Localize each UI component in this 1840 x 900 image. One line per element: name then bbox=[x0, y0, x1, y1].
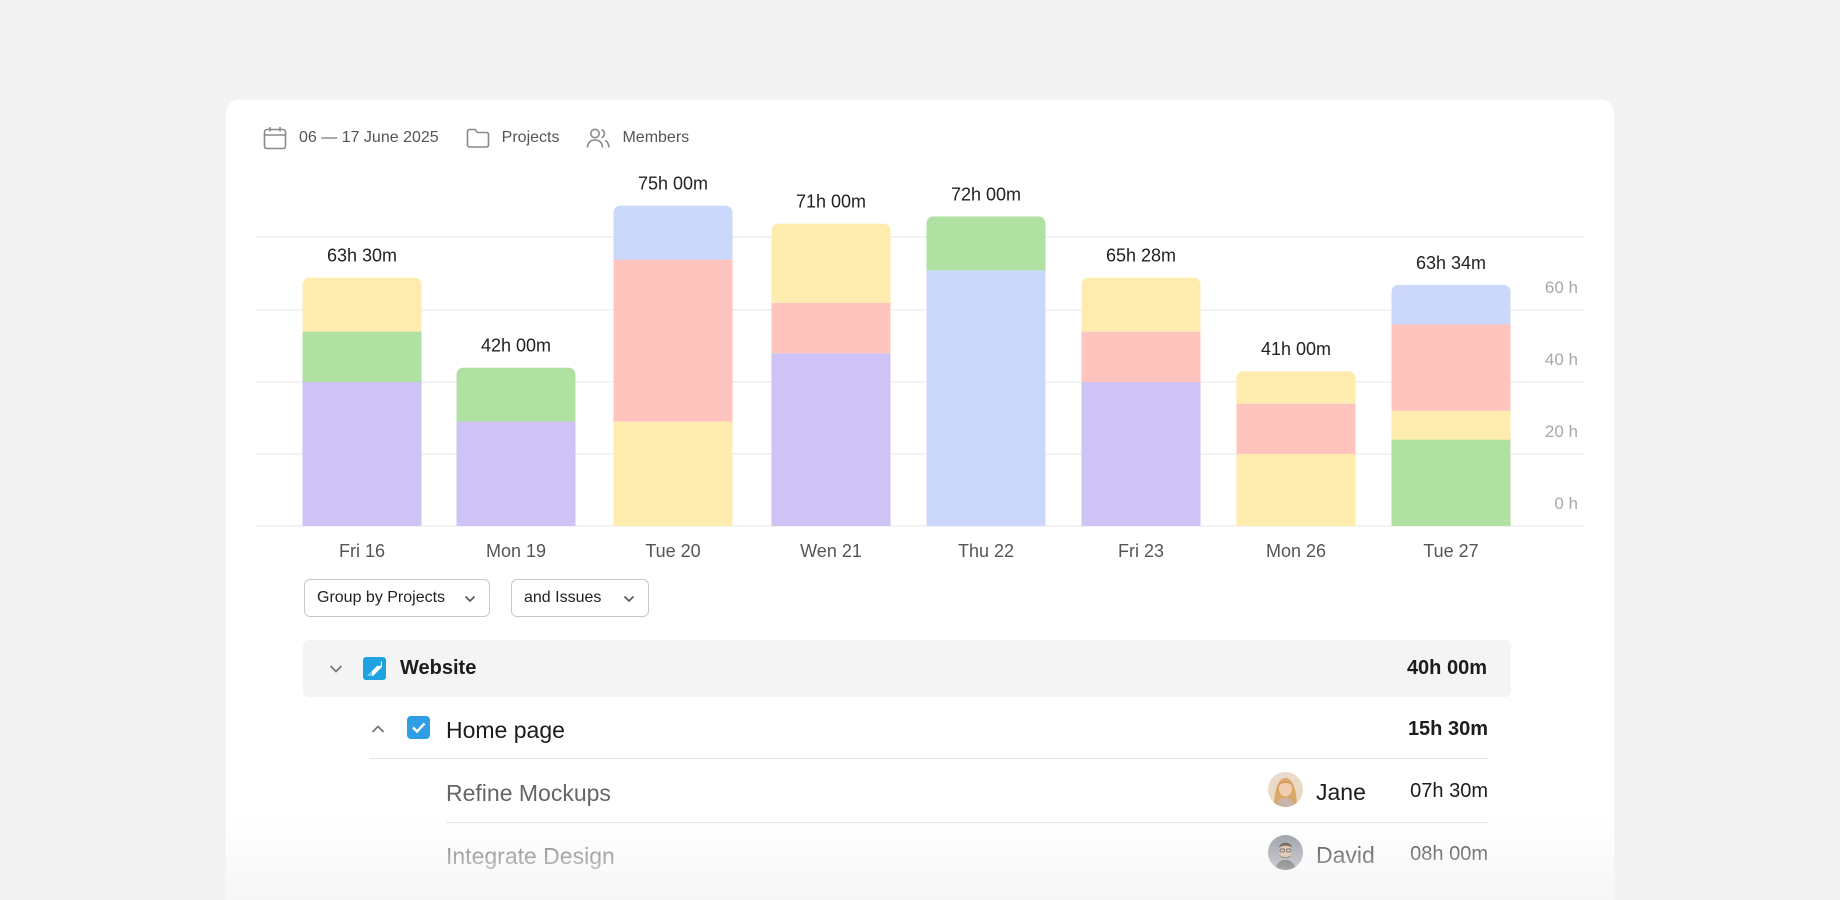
issue-title: Home page bbox=[446, 717, 565, 743]
bar-segment[interactable] bbox=[1081, 277, 1201, 332]
y-tick-label: 60 h bbox=[1545, 278, 1578, 297]
bar-segment[interactable] bbox=[1236, 371, 1356, 404]
bar-segment[interactable] bbox=[771, 223, 891, 303]
y-tick-label: 0 h bbox=[1554, 494, 1578, 513]
y-tick-label: 20 h bbox=[1545, 422, 1578, 441]
bar-total-label: 75h 00m bbox=[638, 174, 708, 194]
group-by-dropdown[interactable]: Group by Projects bbox=[304, 579, 490, 617]
bar-segment[interactable] bbox=[1391, 284, 1511, 325]
task-assignee: David bbox=[1316, 842, 1375, 868]
projects-filter-label: Projects bbox=[501, 129, 560, 146]
x-tick-label: Mon 19 bbox=[486, 541, 546, 561]
project-logo-icon bbox=[363, 657, 386, 680]
issue-total-time: 15h 30m bbox=[1407, 718, 1488, 740]
y-tick-label: 40 h bbox=[1545, 350, 1578, 369]
chevron-down-icon bbox=[623, 595, 635, 603]
bar-segment[interactable] bbox=[1391, 439, 1511, 526]
task-row[interactable]: Refine Mockups Jane 07h 30m bbox=[446, 760, 1488, 823]
project-name: Website bbox=[400, 657, 477, 679]
bar-segment[interactable] bbox=[613, 259, 733, 422]
group-by-label: Group by Projects bbox=[317, 589, 446, 606]
bar-mon-26[interactable] bbox=[1236, 371, 1356, 526]
check-icon bbox=[412, 722, 426, 734]
bar-fri-23[interactable] bbox=[1081, 277, 1201, 526]
x-tick-label: Fri 23 bbox=[1118, 541, 1164, 561]
secondary-group-label: and Issues bbox=[524, 589, 602, 606]
bar-tue-20[interactable] bbox=[613, 205, 733, 526]
chevron-down-icon[interactable] bbox=[328, 662, 344, 676]
date-range-label: 06 — 17 June 2025 bbox=[299, 129, 439, 146]
bar-segment[interactable] bbox=[302, 382, 422, 526]
project-total-time: 40h 00m bbox=[1406, 657, 1487, 679]
bar-segment[interactable] bbox=[926, 216, 1046, 271]
issue-row[interactable]: Home page 15h 30m bbox=[370, 700, 1488, 759]
bar-tue-27[interactable] bbox=[1391, 284, 1511, 526]
avatar bbox=[1268, 772, 1303, 807]
x-tick-label: Mon 26 bbox=[1266, 541, 1326, 561]
project-row[interactable]: Website 40h 00m bbox=[303, 640, 1511, 697]
members-icon bbox=[587, 128, 611, 148]
bar-segment[interactable] bbox=[1236, 454, 1356, 526]
bar-total-label: 72h 00m bbox=[951, 184, 1021, 204]
bar-segment[interactable] bbox=[302, 277, 422, 332]
bar-wen-21[interactable] bbox=[771, 223, 891, 526]
chevron-down-icon bbox=[464, 595, 476, 603]
filter-bar: 06 — 17 June 2025 Projects Members bbox=[262, 124, 715, 152]
chevron-up-icon[interactable] bbox=[370, 722, 386, 736]
task-row[interactable]: Integrate Design David 08h 00m bbox=[446, 823, 1488, 886]
bar-segment[interactable] bbox=[1391, 324, 1511, 411]
bar-segment[interactable] bbox=[1391, 410, 1511, 440]
bar-segment[interactable] bbox=[613, 205, 733, 260]
task-assignee: Jane bbox=[1316, 779, 1366, 805]
hours-bar-chart: 63h 30m Fri 16 42h 00m Mon 19 75h 00m Tue 20 7… bbox=[256, 174, 1584, 561]
x-tick-label: Fri 16 bbox=[339, 541, 385, 561]
bar-segment[interactable] bbox=[771, 353, 891, 526]
bar-segment[interactable] bbox=[926, 270, 1046, 526]
members-filter-label: Members bbox=[622, 129, 690, 146]
bar-segment[interactable] bbox=[613, 421, 733, 526]
bar-segment[interactable] bbox=[456, 421, 576, 526]
bar-segment[interactable] bbox=[302, 331, 422, 382]
secondary-group-dropdown[interactable]: and Issues bbox=[511, 579, 649, 617]
issue-checkbox[interactable] bbox=[407, 716, 430, 739]
bar-segment[interactable] bbox=[456, 367, 576, 422]
x-tick-label: Tue 20 bbox=[645, 541, 700, 561]
folder-icon bbox=[466, 128, 489, 148]
bar-fri-16[interactable] bbox=[302, 277, 422, 526]
bar-total-label: 71h 00m bbox=[796, 192, 866, 212]
members-filter[interactable]: Members bbox=[585, 125, 689, 151]
x-tick-label: Thu 22 bbox=[958, 541, 1014, 561]
projects-filter[interactable]: Projects bbox=[465, 125, 560, 151]
task-time: 08h 00m bbox=[1410, 843, 1488, 865]
task-title: Integrate Design bbox=[446, 843, 615, 869]
bar-segment[interactable] bbox=[1236, 403, 1356, 454]
task-time: 07h 30m bbox=[1410, 780, 1488, 802]
task-title: Refine Mockups bbox=[446, 780, 611, 806]
x-tick-label: Tue 27 bbox=[1423, 541, 1478, 561]
bar-total-label: 41h 00m bbox=[1261, 339, 1331, 359]
bar-total-label: 63h 34m bbox=[1416, 253, 1486, 273]
calendar-icon bbox=[263, 127, 287, 150]
bar-total-label: 42h 00m bbox=[481, 336, 551, 356]
bar-thu-22[interactable] bbox=[926, 216, 1046, 526]
x-tick-label: Wen 21 bbox=[800, 541, 862, 561]
date-range-filter[interactable]: 06 — 17 June 2025 bbox=[262, 125, 439, 151]
bar-mon-19[interactable] bbox=[456, 367, 576, 526]
bar-segment[interactable] bbox=[771, 302, 891, 354]
bar-total-label: 65h 28m bbox=[1106, 246, 1176, 266]
bar-total-label: 63h 30m bbox=[327, 246, 397, 266]
avatar bbox=[1268, 835, 1303, 870]
bar-segment[interactable] bbox=[1081, 382, 1201, 526]
bar-segment[interactable] bbox=[1081, 331, 1201, 382]
